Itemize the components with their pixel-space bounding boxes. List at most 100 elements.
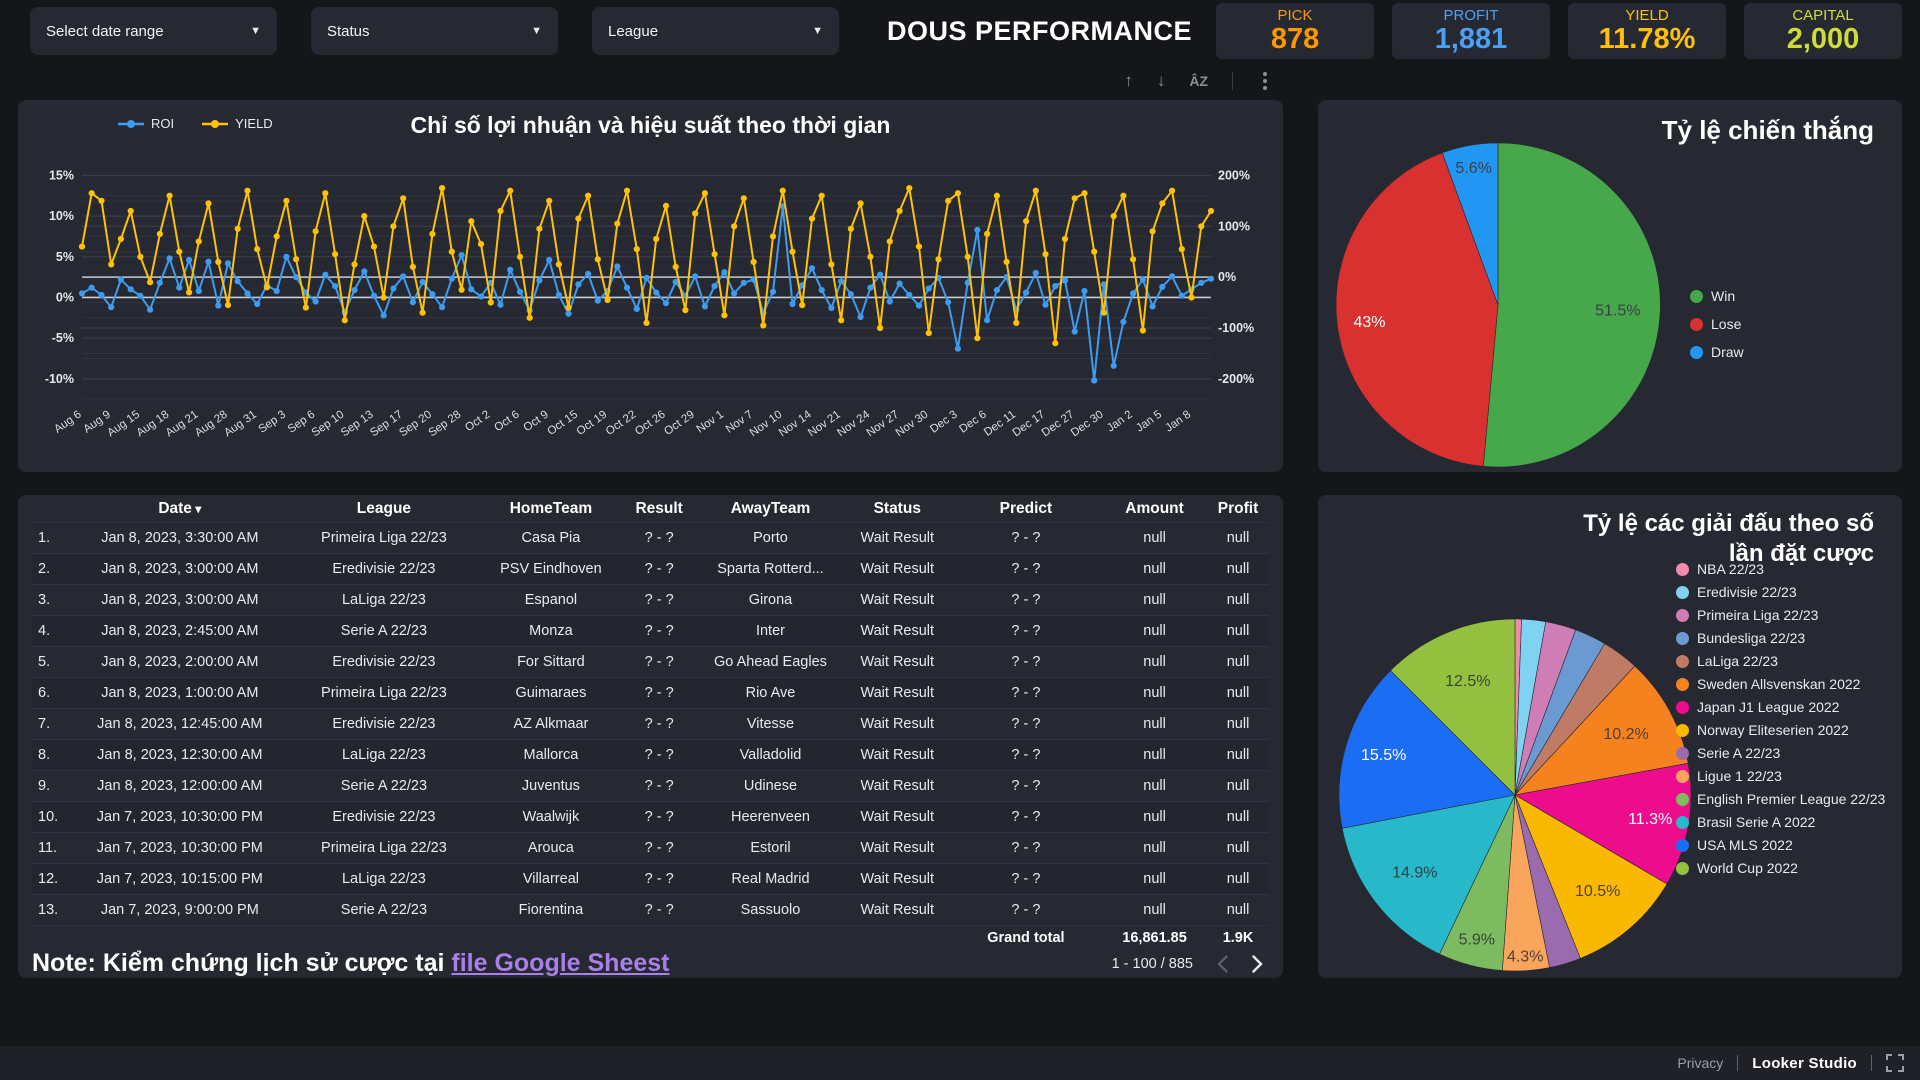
legend-item-sweden-allsvenskan-2022[interactable]: Sweden Allsvenskan 2022: [1676, 676, 1888, 693]
cell-amount: null: [1143, 623, 1166, 640]
legend-item-serie-a-22-23[interactable]: Serie A 22/23: [1676, 745, 1888, 762]
win-rate-pie-chart[interactable]: 51.5% 43% 5.6%: [1318, 100, 1902, 472]
kpi-capital-label: CAPITAL: [1792, 7, 1854, 24]
next-page-icon[interactable]: [1252, 954, 1263, 973]
column-header-predict[interactable]: Predict: [999, 499, 1053, 517]
cell-result: ? - ?: [644, 561, 674, 578]
svg-text:12.5%: 12.5%: [1445, 673, 1490, 690]
cell-result: ? - ?: [644, 623, 674, 640]
column-header-profit[interactable]: Profit: [1217, 499, 1259, 517]
footer-divider: [1871, 1055, 1872, 1071]
table-row: 8. Jan 8, 2023, 12:30:00 AM LaLiga 22/23 Ma…: [32, 739, 1269, 771]
cell-result: ? - ?: [644, 716, 674, 733]
cell-profit: null: [1226, 623, 1250, 640]
cell-predict: ? - ?: [1011, 716, 1041, 733]
svg-text:5.6%: 5.6%: [1455, 160, 1491, 177]
sort-ascending-icon[interactable]: ↑: [1124, 71, 1133, 90]
column-header-result[interactable]: Result: [635, 499, 683, 517]
legend-item-world-cup-2022[interactable]: World Cup 2022: [1676, 860, 1888, 877]
cell-profit: null: [1226, 716, 1250, 733]
page-title: DOUS PERFORMANCE: [887, 15, 1193, 46]
grand-total-amount: 16,861.85: [1122, 929, 1187, 946]
legend-color-dot: [1676, 609, 1689, 622]
league-share-pie-chart[interactable]: 10.2% 11.3% 10.5% 4.3% 5.9% 14.9% 15.5% 12.5%: [1318, 495, 1902, 978]
svg-text:Nov 21: Nov 21: [806, 409, 843, 440]
date-range-filter[interactable]: Select date range ▼: [30, 7, 277, 55]
kpi-pick: PICK 878: [1216, 3, 1375, 59]
column-header-league[interactable]: League: [356, 499, 412, 517]
table-row: 1. Jan 8, 2023, 3:30:00 AM Primeira Liga 2…: [32, 522, 1269, 553]
legend-roi-label: ROI: [151, 116, 175, 131]
cell-result: ? - ?: [644, 871, 674, 888]
legend-item-english-premier-league-22-23[interactable]: English Premier League 22/23: [1676, 791, 1888, 808]
legend-label: Primeira Liga 22/23: [1697, 607, 1819, 623]
legend-item-win[interactable]: Win: [1690, 288, 1744, 305]
svg-text:Nov 27: Nov 27: [865, 409, 902, 440]
legend-color-dot: [1676, 632, 1689, 645]
cell-status: Wait Result: [860, 747, 935, 764]
legend-item-laliga-22-23[interactable]: LaLiga 22/23: [1676, 653, 1888, 670]
legend-item-norway-eliteserien-2022[interactable]: Norway Eliteserien 2022: [1676, 722, 1888, 739]
legend-item-ligue-1-22-23[interactable]: Ligue 1 22/23: [1676, 768, 1888, 785]
chevron-down-icon: ▼: [812, 25, 823, 37]
cell-amount: null: [1143, 716, 1166, 733]
column-header-date[interactable]: Date ▾: [158, 499, 202, 517]
column-header-hometeam[interactable]: HomeTeam: [509, 499, 593, 517]
win-rate-pie-card: Tỷ lệ chiến thắng 51.5% 43% 5.6% Win Lose Dr…: [1318, 100, 1902, 472]
legend-item-bundesliga-22-23[interactable]: Bundesliga 22/23: [1676, 630, 1888, 647]
league-share-pie-legend: NBA 22/23 Eredivisie 22/23 Primeira Liga 2…: [1676, 561, 1888, 877]
legend-color-dot: [1676, 563, 1689, 576]
league-filter[interactable]: League ▼: [592, 7, 839, 55]
google-sheet-link[interactable]: file Google Sheest: [451, 949, 670, 977]
cell-idx: 4.: [38, 623, 51, 640]
svg-text:51.5%: 51.5%: [1595, 303, 1640, 320]
legend-item-lose[interactable]: Lose: [1690, 316, 1744, 333]
svg-text:Nov 10: Nov 10: [748, 409, 785, 440]
sort-az-icon[interactable]: ÂZ: [1189, 73, 1208, 89]
status-filter[interactable]: Status ▼: [311, 7, 558, 55]
sort-descending-icon[interactable]: ↓: [1156, 71, 1166, 90]
table-row: 4. Jan 8, 2023, 2:45:00 AM Serie A 22/23 Mo…: [32, 615, 1269, 647]
svg-text:Dec 11: Dec 11: [982, 409, 1018, 439]
table-footer: Note: Kiểm chứng lịch sử cược tại file G…: [32, 949, 1269, 978]
cell-status: Wait Result: [860, 530, 935, 547]
cell-date: Jan 8, 2023, 12:45:00 AM: [97, 716, 263, 733]
legend-label: USA MLS 2022: [1697, 837, 1793, 853]
privacy-link[interactable]: Privacy: [1677, 1055, 1724, 1071]
legend-item-eredivisie-22-23[interactable]: Eredivisie 22/23: [1676, 584, 1888, 601]
legend-item-yield[interactable]: YIELD: [202, 116, 273, 131]
cell-date: Jan 7, 2023, 10:30:00 PM: [96, 809, 263, 826]
cell-date: Jan 8, 2023, 2:00:00 AM: [101, 654, 259, 671]
column-header-awayteam[interactable]: AwayTeam: [730, 499, 811, 517]
svg-text:Dec 3: Dec 3: [928, 409, 959, 436]
cell-amount: null: [1143, 530, 1166, 547]
svg-text:Aug 6: Aug 6: [52, 409, 84, 436]
table-row: 2. Jan 8, 2023, 3:00:00 AM Eredivisie 22/2…: [32, 553, 1269, 585]
legend-item-nba-22-23[interactable]: NBA 22/23: [1676, 561, 1888, 578]
column-header-amount[interactable]: Amount: [1125, 499, 1184, 517]
legend-item-usa-mls-2022[interactable]: USA MLS 2022: [1676, 837, 1888, 854]
more-options-icon[interactable]: [1257, 70, 1273, 92]
svg-text:-200%: -200%: [1218, 372, 1254, 386]
legend-item-draw[interactable]: Draw: [1690, 344, 1744, 361]
cell-league: Eredivisie 22/23: [332, 654, 436, 671]
cell-profit: null: [1226, 654, 1250, 671]
legend-item-primeira-liga-22-23[interactable]: Primeira Liga 22/23: [1676, 607, 1888, 624]
grand-total-profit: 1.9K: [1222, 929, 1254, 946]
fullscreen-icon[interactable]: [1886, 1054, 1904, 1072]
legend-label: Draw: [1711, 344, 1744, 360]
legend-item-japan-j1-league-2022[interactable]: Japan J1 League 2022: [1676, 699, 1888, 716]
legend-label: LaLiga 22/23: [1697, 653, 1778, 669]
legend-item-brasil-serie-a-2022[interactable]: Brasil Serie A 2022: [1676, 814, 1888, 831]
legend-label: Norway Eliteserien 2022: [1697, 722, 1849, 738]
cell-idx: 6.: [38, 685, 51, 702]
cell-league: Serie A 22/23: [340, 778, 428, 795]
cell-date: Jan 8, 2023, 1:00:00 AM: [101, 685, 259, 702]
chart-toolbar: ↑ ↓ ÂZ: [18, 62, 1283, 100]
cell-amount: null: [1143, 685, 1166, 702]
kpi-profit: PROFIT 1,881: [1392, 3, 1551, 59]
roi-yield-line-chart[interactable]: 15% 10% 5% 0% -5% -10% 200% 100% 0% -100% -200% Aug…: [36, 150, 1265, 468]
column-header-status[interactable]: Status: [873, 499, 921, 517]
legend-item-roi[interactable]: ROI: [118, 116, 174, 131]
prev-page-icon[interactable]: [1217, 954, 1228, 973]
